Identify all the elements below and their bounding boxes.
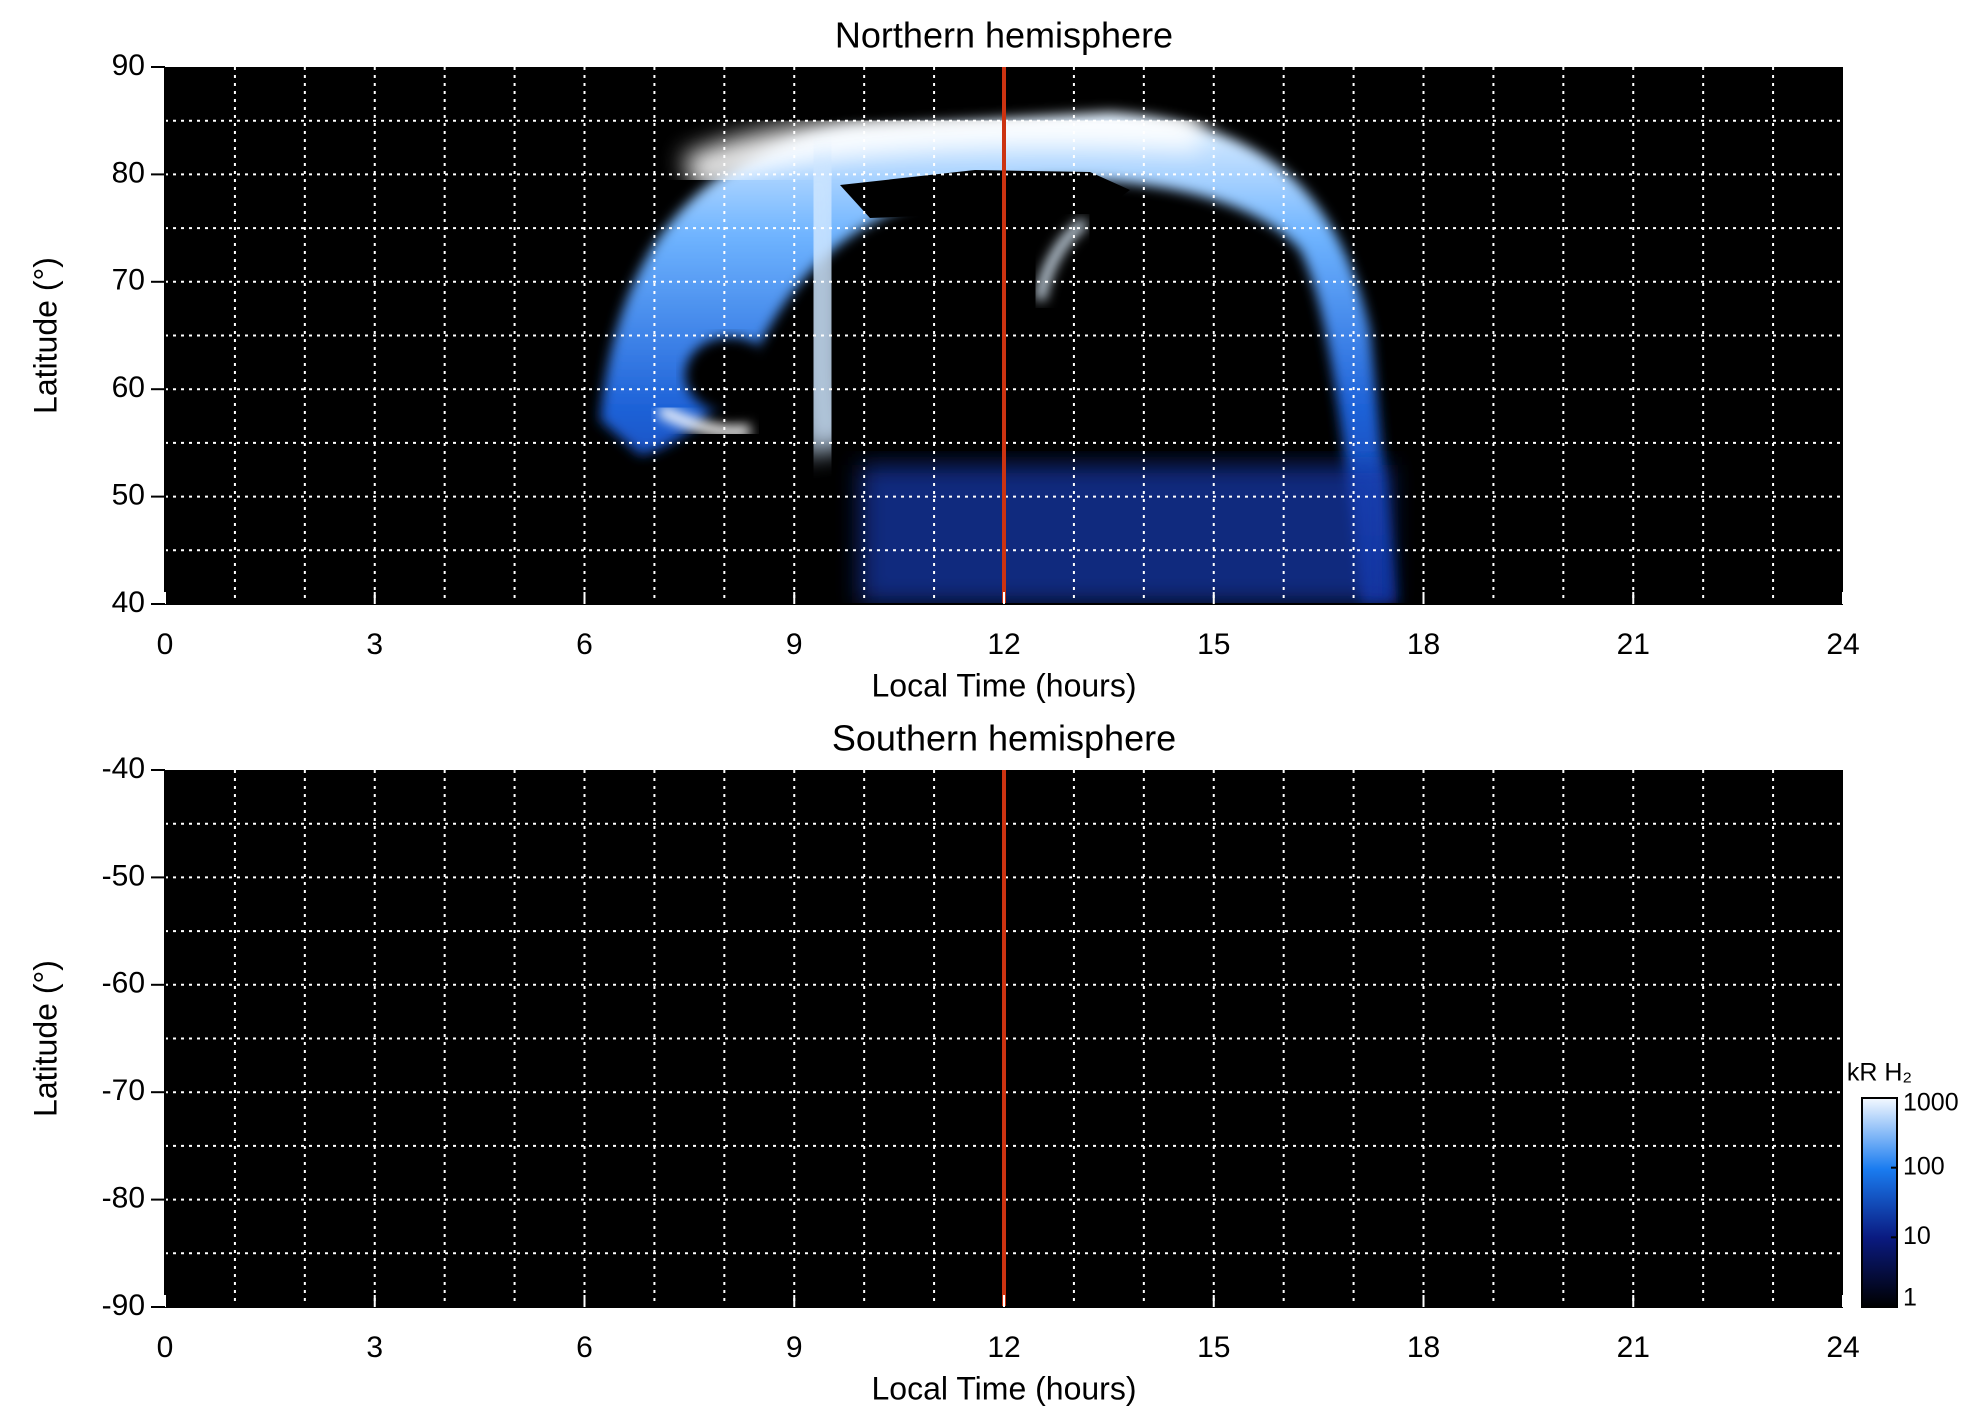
x-tick-label: 21	[1617, 1331, 1650, 1364]
y-tick-label: -90	[102, 1289, 145, 1322]
x-tick-label: 6	[576, 1331, 593, 1364]
aurora-column	[787, 155, 857, 456]
panel-title: Northern hemisphere	[835, 15, 1173, 56]
y-tick-label: 70	[112, 264, 145, 297]
overlay: Northern hemisphere Local Time (hours) Lat…	[27, 15, 1958, 1407]
x-tick-label: 21	[1617, 628, 1650, 661]
y-tick-label: 80	[112, 156, 145, 189]
x-axis-label: Local Time (hours)	[872, 667, 1137, 703]
x-tick-label: 0	[157, 628, 174, 661]
x-tick-label: 24	[1826, 628, 1859, 661]
polar-cap-hole	[685, 337, 775, 413]
colorbar-tick-label: 100	[1903, 1152, 1945, 1180]
aurora-band	[681, 105, 1202, 194]
aurora-image	[600, 105, 1397, 604]
colorbar-tick-label: 1000	[1903, 1089, 1959, 1117]
aurora-arc	[657, 404, 752, 438]
x-tick-label: 0	[157, 1331, 174, 1364]
y-tick-label: 90	[112, 49, 145, 82]
y-tick-label: -70	[102, 1074, 145, 1107]
x-tick-label: 24	[1826, 1331, 1859, 1364]
y-tick-label: -80	[102, 1182, 145, 1215]
x-tick-label: 6	[576, 628, 593, 661]
x-tick-label: 12	[987, 1331, 1020, 1364]
y-tick-label: -40	[102, 752, 145, 785]
y-tick-label: 40	[112, 586, 145, 619]
y-tick-label: 50	[112, 479, 145, 512]
x-tick-label: 3	[366, 628, 383, 661]
x-tick-label: 9	[786, 1331, 803, 1364]
colorbar	[1861, 1097, 1898, 1308]
x-tick-label: 9	[786, 628, 803, 661]
x-tick-label: 15	[1197, 628, 1230, 661]
x-tick-label: 15	[1197, 1331, 1230, 1364]
x-tick-label: 18	[1407, 1331, 1440, 1364]
y-tick-label: -50	[102, 859, 145, 892]
y-tick-label: 60	[112, 371, 145, 404]
x-tick-label: 3	[366, 1331, 383, 1364]
x-tick-label: 18	[1407, 628, 1440, 661]
y-axis-label: Latitude (°)	[27, 257, 63, 414]
x-tick-label: 12	[987, 628, 1020, 661]
y-tick-label: -60	[102, 967, 145, 1000]
y-axis-label: Latitude (°)	[27, 960, 63, 1117]
colorbar-tick-label: 10	[1903, 1222, 1931, 1250]
x-axis-label: Local Time (hours)	[872, 1370, 1137, 1406]
no-data-region	[840, 170, 1130, 218]
colorbar-label: kR H₂	[1847, 1059, 1912, 1087]
panel-title: Southern hemisphere	[832, 718, 1176, 759]
diffuse-emission	[860, 465, 1390, 604]
colorbar-tick-label: 1	[1903, 1284, 1917, 1312]
